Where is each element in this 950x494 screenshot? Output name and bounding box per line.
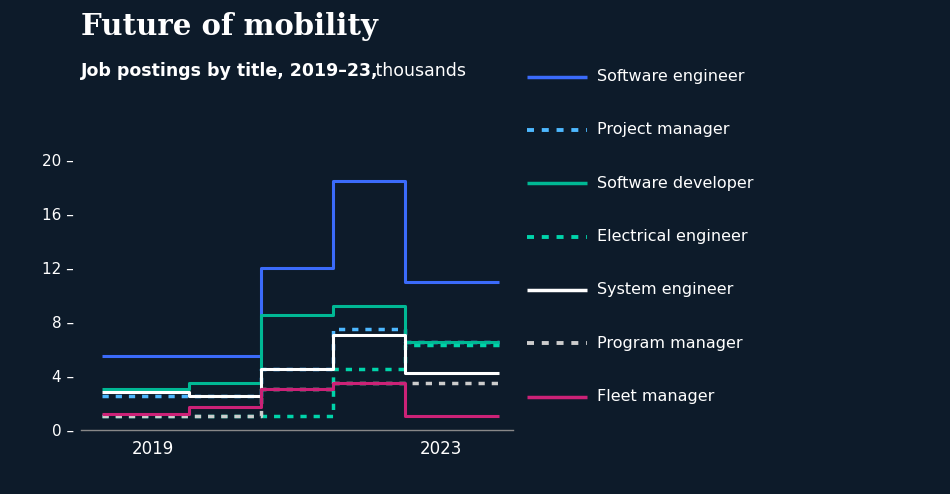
Text: Program manager: Program manager [597, 336, 742, 351]
Text: Future of mobility: Future of mobility [81, 12, 378, 41]
Text: Fleet manager: Fleet manager [597, 389, 714, 404]
Text: System engineer: System engineer [597, 283, 733, 297]
Text: Project manager: Project manager [597, 123, 729, 137]
Text: Job postings by title, 2019–23,: Job postings by title, 2019–23, [81, 62, 378, 80]
Text: Software developer: Software developer [597, 176, 753, 191]
Text: thousands: thousands [370, 62, 466, 80]
Text: Electrical engineer: Electrical engineer [597, 229, 748, 244]
Text: Software engineer: Software engineer [597, 69, 744, 84]
